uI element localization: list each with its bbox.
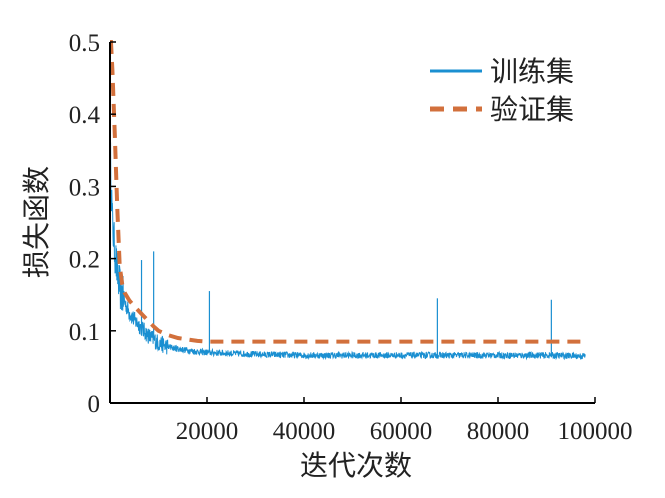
x-tick-label: 20000 <box>176 418 239 445</box>
legend-label-train: 训练集 <box>490 55 574 88</box>
x-axis-title: 迭代次数 <box>300 449 412 482</box>
ticks: 20000 40000 60000 80000 100000 0 0.1 0.2 0.3 0.4 0… <box>69 30 633 445</box>
legend: 训练集 验证集 <box>430 55 574 126</box>
y-tick-label: 0 <box>88 391 101 418</box>
y-tick-label: 0.2 <box>69 247 100 274</box>
series-line-train <box>109 138 586 361</box>
axes <box>109 42 595 404</box>
legend-label-val: 验证集 <box>490 93 574 126</box>
y-tick-label: 0.3 <box>69 174 100 201</box>
y-tick-label: 0.1 <box>69 319 100 346</box>
x-tick-label: 40000 <box>273 418 336 445</box>
y-axis-title: 损失函数 <box>20 166 53 278</box>
plot-area <box>108 40 586 361</box>
series-line-val <box>108 40 586 344</box>
x-tick-label: 60000 <box>370 418 433 445</box>
y-tick-label: 0.4 <box>69 102 101 129</box>
x-tick-label: 80000 <box>467 418 530 445</box>
x-tick-label: 100000 <box>558 418 633 445</box>
y-tick-label: 0.5 <box>69 30 100 57</box>
